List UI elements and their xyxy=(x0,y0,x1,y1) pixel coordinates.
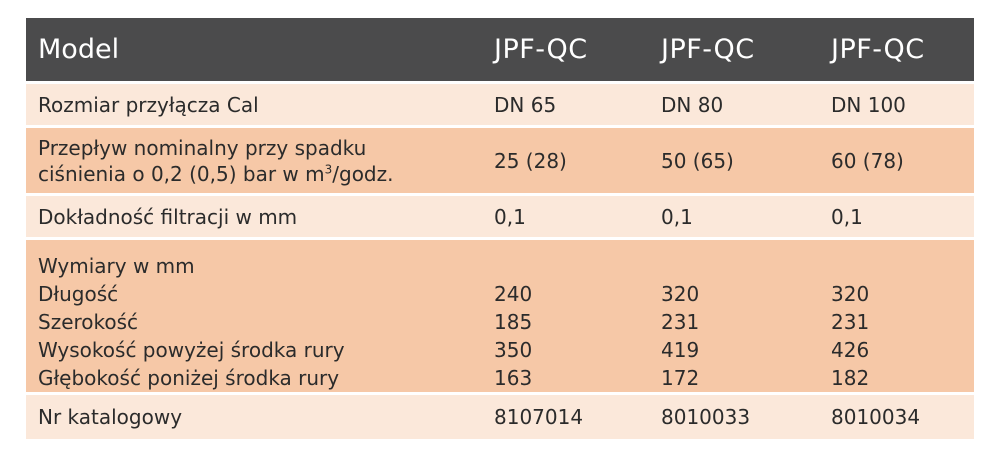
row-label-line1: Przepływ nominalny przy spadku xyxy=(38,135,367,160)
table-row-filtration: Dokładność filtracji w mm 0,1 0,1 0,1 xyxy=(26,196,974,240)
spec-table: Model JPF-QC JPF-QC JPF-QC Rozmiar przył… xyxy=(26,18,974,439)
dimensions-values-col2: 320 231 419 172 xyxy=(661,252,831,392)
cell-value: 419 xyxy=(661,338,700,362)
cell-value: 320 xyxy=(661,282,700,306)
dimensions-labels: Wymiary w mm Długość Szerokość Wysokość … xyxy=(26,252,494,392)
header-model-1: JPF-QC xyxy=(494,34,588,65)
dimensions-values-col3: 320 231 426 182 xyxy=(831,252,974,392)
cell-value: DN 80 xyxy=(661,92,724,117)
table-row-dimensions: Wymiary w mm Długość Szerokość Wysokość … xyxy=(26,240,974,395)
row-label: Nr katalogowy xyxy=(38,405,183,429)
cell-value: 172 xyxy=(661,366,700,390)
table-header: Model JPF-QC JPF-QC JPF-QC xyxy=(26,18,974,84)
cell-value: 8010034 xyxy=(831,405,921,429)
cell-value: 0,1 xyxy=(661,204,693,229)
cell-value: 50 (65) xyxy=(661,148,734,173)
superscript: 3 xyxy=(324,161,333,176)
header-model-2: JPF-QC xyxy=(661,34,755,65)
cell-value: 0,1 xyxy=(831,204,863,229)
row-label: Dokładność filtracji w mm xyxy=(38,204,298,229)
cell-value: 240 xyxy=(494,282,533,306)
table-row-connection: Rozmiar przyłącza Cal DN 65 DN 80 DN 100 xyxy=(26,84,974,128)
dimension-label: Szerokość xyxy=(38,310,139,334)
dimension-label: Wysokość powyżej środka rury xyxy=(38,338,345,362)
cell-value: 350 xyxy=(494,338,533,362)
dimensions-title: Wymiary w mm xyxy=(38,254,195,278)
cell-value: DN 100 xyxy=(831,92,906,117)
dimension-label: Długość xyxy=(38,282,119,306)
row-label: Rozmiar przyłącza Cal xyxy=(38,92,259,117)
row-label-line2-text: ciśnienia o 0,2 (0,5) bar w m xyxy=(38,161,325,186)
dimensions-values-col1: 240 185 350 163 xyxy=(494,252,661,392)
cell-value: 231 xyxy=(831,310,870,334)
table-row-catalog: Nr katalogowy 8107014 8010033 8010034 xyxy=(26,395,974,439)
cell-value: DN 65 xyxy=(494,92,557,117)
cell-value: 8010033 xyxy=(661,405,751,429)
row-label-line2: ciśnienia o 0,2 (0,5) bar w m3/godz. xyxy=(38,161,494,187)
cell-value: 185 xyxy=(494,310,533,334)
header-model-label: Model xyxy=(38,34,120,65)
cell-value: 231 xyxy=(661,310,700,334)
dimension-label: Głębokość poniżej środka rury xyxy=(38,366,340,390)
row-label-line2-unit: /godz. xyxy=(332,161,394,186)
cell-value: 0,1 xyxy=(494,204,526,229)
cell-value: 25 (28) xyxy=(494,148,567,173)
cell-value: 163 xyxy=(494,366,533,390)
row-label: Przepływ nominalny przy spadku ciśnienia… xyxy=(26,135,494,187)
table-row-flow: Przepływ nominalny przy spadku ciśnienia… xyxy=(26,128,974,196)
cell-value: 320 xyxy=(831,282,870,306)
cell-value: 182 xyxy=(831,366,870,390)
cell-value: 8107014 xyxy=(494,405,584,429)
header-model-3: JPF-QC xyxy=(831,34,925,65)
cell-value: 426 xyxy=(831,338,870,362)
cell-value: 60 (78) xyxy=(831,148,904,173)
